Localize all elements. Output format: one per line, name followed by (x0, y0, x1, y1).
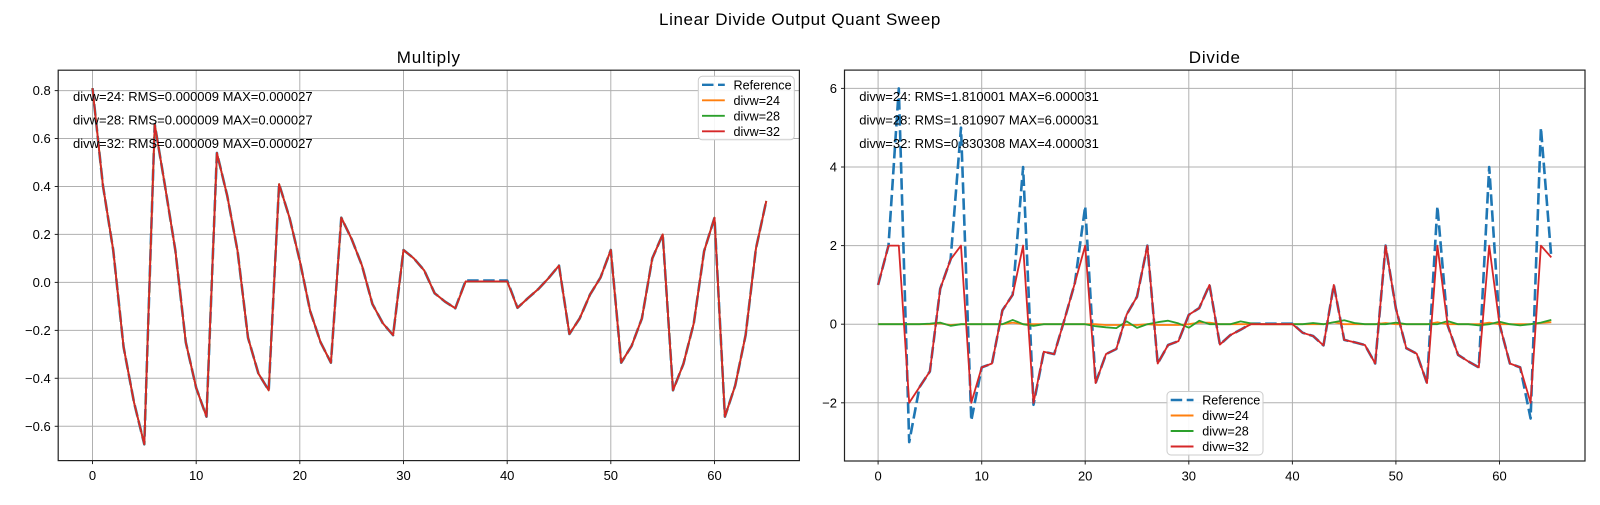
svg-text:30: 30 (396, 468, 410, 483)
svg-text:Multiply: Multiply (397, 48, 461, 67)
svg-text:−2: −2 (822, 395, 837, 410)
svg-text:50: 50 (1389, 469, 1403, 484)
svg-text:divw=32: divw=32 (734, 125, 781, 139)
svg-text:divw=32: RMS=0.000009 MAX=0.00: divw=32: RMS=0.000009 MAX=0.000027 (73, 136, 313, 151)
svg-text:divw=28: divw=28 (1202, 425, 1249, 439)
svg-text:0.0: 0.0 (33, 275, 51, 290)
svg-text:40: 40 (500, 468, 514, 483)
svg-text:0.8: 0.8 (33, 83, 51, 98)
svg-text:0: 0 (830, 317, 837, 332)
svg-text:Reference: Reference (1202, 394, 1260, 408)
svg-text:−0.6: −0.6 (25, 419, 51, 434)
svg-text:6: 6 (830, 81, 837, 96)
svg-text:divw=24: divw=24 (1202, 409, 1249, 423)
svg-text:60: 60 (1492, 469, 1506, 484)
svg-text:2: 2 (830, 238, 837, 253)
svg-text:−0.2: −0.2 (25, 323, 51, 338)
svg-text:4: 4 (830, 160, 837, 175)
svg-text:30: 30 (1182, 469, 1196, 484)
svg-text:divw=24: divw=24 (734, 94, 781, 108)
svg-text:divw=28: RMS=0.000009 MAX=0.00: divw=28: RMS=0.000009 MAX=0.000027 (73, 113, 313, 128)
svg-text:50: 50 (604, 468, 618, 483)
svg-text:Reference: Reference (734, 78, 792, 92)
svg-text:0.6: 0.6 (33, 131, 51, 146)
svg-text:0: 0 (874, 469, 881, 484)
svg-text:10: 10 (189, 468, 203, 483)
svg-text:divw=32: RMS=0.830308 MAX=4.00: divw=32: RMS=0.830308 MAX=4.000031 (859, 136, 1099, 151)
svg-text:0.4: 0.4 (33, 179, 51, 194)
svg-text:0: 0 (89, 468, 96, 483)
svg-text:20: 20 (1078, 469, 1092, 484)
svg-text:divw=24: RMS=1.810001 MAX=6.00: divw=24: RMS=1.810001 MAX=6.000031 (859, 89, 1099, 104)
svg-text:20: 20 (293, 468, 307, 483)
svg-text:Divide: Divide (1189, 48, 1241, 67)
svg-text:divw=28: divw=28 (734, 109, 781, 123)
svg-text:divw=28: RMS=1.810907 MAX=6.00: divw=28: RMS=1.810907 MAX=6.000031 (859, 113, 1099, 128)
svg-text:divw=32: divw=32 (1202, 440, 1249, 454)
svg-text:0.2: 0.2 (33, 227, 51, 242)
svg-text:60: 60 (707, 468, 721, 483)
svg-text:Linear Divide Output Quant Swe: Linear Divide Output Quant Sweep (659, 10, 941, 29)
svg-text:10: 10 (974, 469, 988, 484)
svg-text:−0.4: −0.4 (25, 371, 51, 386)
svg-text:40: 40 (1285, 469, 1299, 484)
svg-text:divw=24: RMS=0.000009 MAX=0.00: divw=24: RMS=0.000009 MAX=0.000027 (73, 89, 313, 104)
